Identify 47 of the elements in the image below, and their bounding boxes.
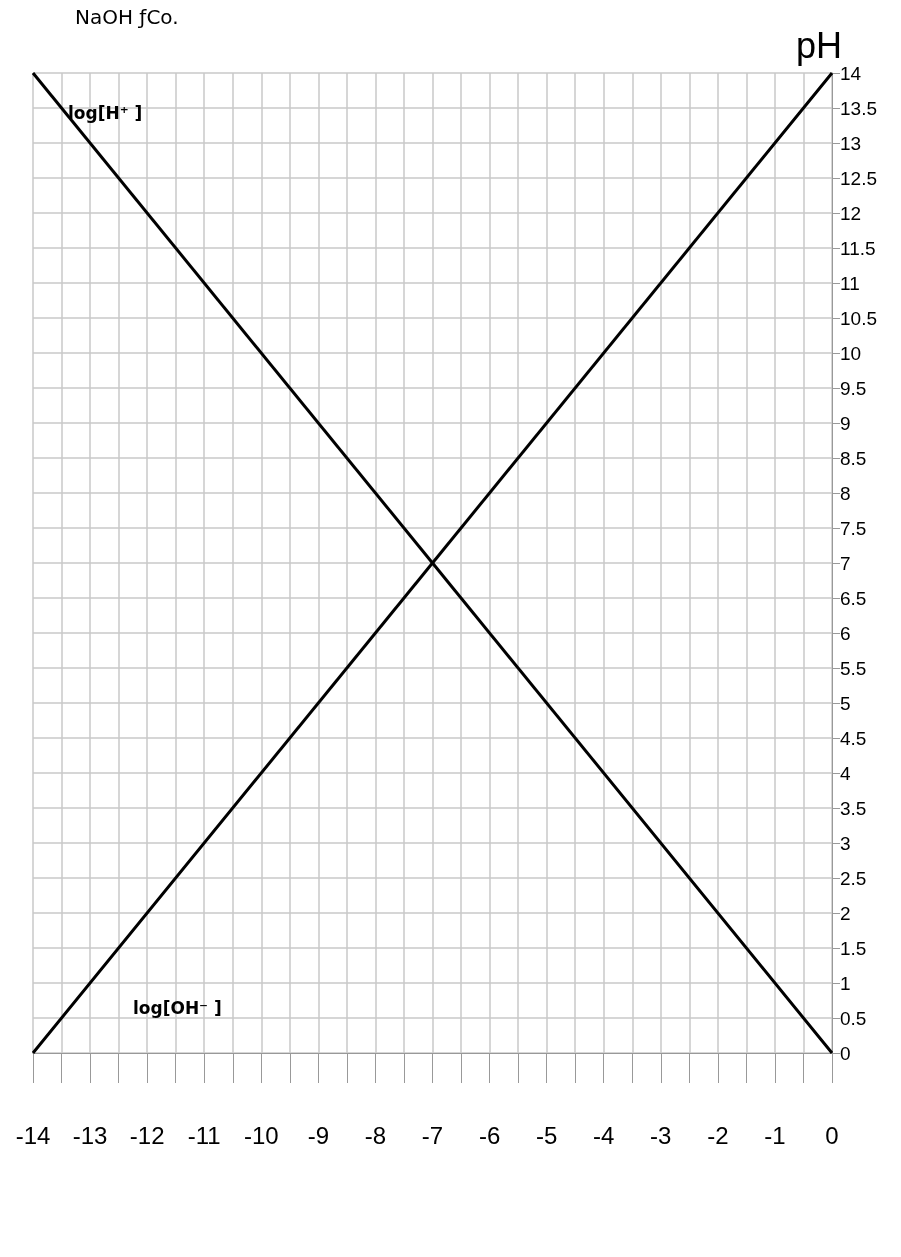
y-tick-label: 14 xyxy=(840,62,862,84)
y-tick-label: 7 xyxy=(840,552,851,574)
y-tick-label: 4 xyxy=(840,762,851,784)
y-tick-label: 8.5 xyxy=(840,447,867,469)
y-axis-title: pH xyxy=(795,25,842,67)
y-tick-label: 0.5 xyxy=(840,1007,867,1029)
x-tick-label: -14 xyxy=(15,1121,51,1149)
x-tick-label: -12 xyxy=(129,1121,165,1149)
y-tick-label: 13.5 xyxy=(840,97,877,119)
y-tick-label: 5.5 xyxy=(840,657,867,679)
x-tick-label: -3 xyxy=(650,1121,672,1149)
y-tick-label: 3 xyxy=(840,832,851,854)
y-tick-label: 1.5 xyxy=(840,937,867,959)
y-tick-label: 13 xyxy=(840,132,862,154)
text: log[OH⁻ ] xyxy=(133,998,222,1018)
x-tick-label: -11 xyxy=(187,1121,221,1149)
series-label: log[H⁺ ] xyxy=(68,103,143,123)
y-tick-label: 2.5 xyxy=(840,867,867,889)
x-tick-label: -13 xyxy=(72,1121,108,1149)
y-tick-label: 3.5 xyxy=(840,797,867,819)
y-tick-label: 4.5 xyxy=(840,727,867,749)
x-tick-label: -5 xyxy=(535,1121,558,1149)
chart-title: NaOH ƒCo. xyxy=(75,5,179,29)
y-tick-label: 10.5 xyxy=(840,307,877,329)
y-tick-label: 2 xyxy=(840,902,851,924)
y-tick-label: 12.5 xyxy=(840,167,877,189)
x-tick-label: -1 xyxy=(764,1121,786,1149)
y-tick-label: 12 xyxy=(840,202,862,224)
x-tick-label: -6 xyxy=(478,1121,501,1149)
x-tick-label: -8 xyxy=(364,1121,387,1149)
x-tick-label: -2 xyxy=(707,1121,729,1149)
y-tick-label: 11.5 xyxy=(840,237,876,259)
y-tick-label: 11 xyxy=(840,272,860,294)
y-tick-label: 7.5 xyxy=(840,517,867,539)
x-tick-label: -4 xyxy=(593,1121,615,1149)
y-tick-label: 9.5 xyxy=(840,377,867,399)
y-tick-label: 5 xyxy=(840,692,851,714)
y-tick-label: 0 xyxy=(840,1042,851,1064)
y-tick-label: 8 xyxy=(840,482,851,504)
x-tick-label: -10 xyxy=(243,1121,279,1149)
y-tick-label: 1 xyxy=(840,972,851,994)
y-tick-label: 9 xyxy=(840,412,851,434)
y-tick-label: 6.5 xyxy=(840,587,867,609)
x-tick-label: -7 xyxy=(421,1121,444,1149)
x-tick-label: -9 xyxy=(307,1121,330,1149)
y-tick-label: 6 xyxy=(840,622,851,644)
y-tick-label: 10 xyxy=(840,342,862,364)
